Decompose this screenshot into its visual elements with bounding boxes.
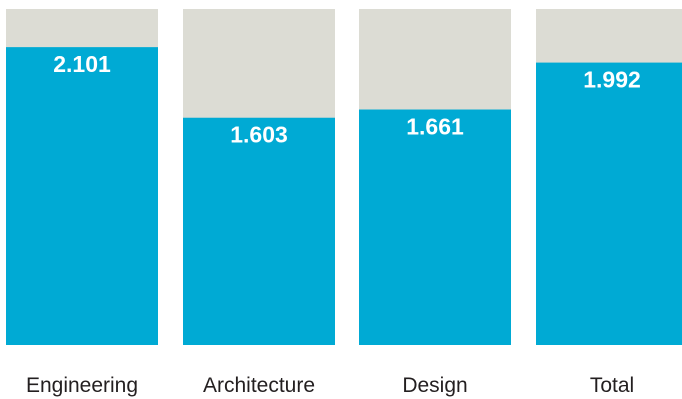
bar-design bbox=[359, 109, 511, 346]
bar-architecture bbox=[183, 117, 335, 345]
category-label-total: Total bbox=[590, 374, 634, 397]
value-label-total: 1.992 bbox=[583, 67, 641, 93]
value-label-design: 1.661 bbox=[406, 114, 464, 140]
value-label-engineering: 2.101 bbox=[53, 51, 111, 77]
bar-engineering bbox=[6, 47, 158, 345]
category-label-design: Design bbox=[402, 374, 467, 397]
category-label-engineering: Engineering bbox=[26, 374, 138, 397]
category-label-architecture: Architecture bbox=[203, 374, 315, 397]
value-label-architecture: 1.603 bbox=[230, 122, 288, 148]
bar-total bbox=[536, 62, 682, 345]
